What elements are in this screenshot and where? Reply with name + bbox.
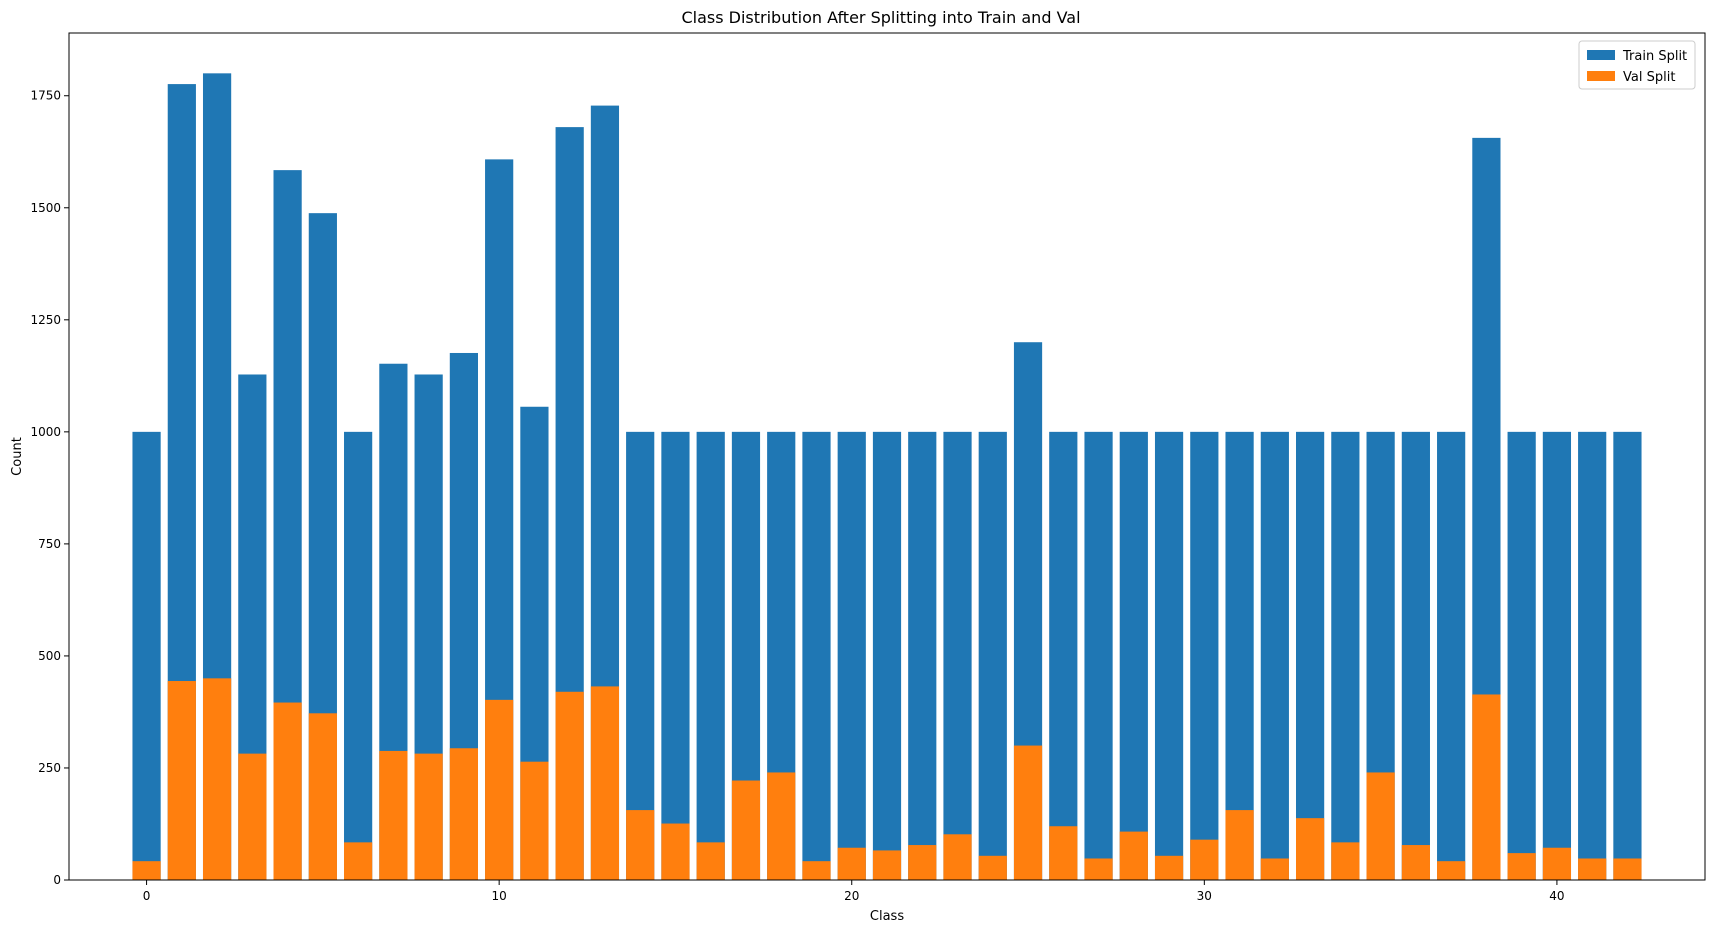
val-bars bbox=[132, 678, 1642, 880]
val-bar-41 bbox=[1578, 858, 1607, 880]
val-bar-7 bbox=[379, 750, 408, 880]
val-bar-3 bbox=[238, 753, 267, 880]
x-axis-ticks: 0 10 20 30 40 bbox=[143, 880, 1565, 903]
val-bar-32 bbox=[1260, 858, 1289, 880]
val-bar-29 bbox=[1154, 855, 1184, 880]
val-bar-6 bbox=[344, 842, 373, 880]
legend-label-train: Train Split bbox=[1622, 49, 1687, 64]
y-axis-label: Count bbox=[10, 437, 25, 476]
val-bar-33 bbox=[1296, 818, 1325, 880]
train-bar-22 bbox=[908, 431, 937, 880]
x-tick-label: 40 bbox=[1549, 889, 1564, 903]
train-bar-41 bbox=[1578, 431, 1607, 880]
chart-title: Class Distribution After Splitting into … bbox=[681, 8, 1080, 27]
train-bar-33 bbox=[1296, 431, 1325, 880]
train-bars bbox=[132, 73, 1642, 881]
val-bar-20 bbox=[837, 847, 866, 880]
val-bar-30 bbox=[1190, 839, 1219, 880]
x-tick-label: 30 bbox=[1197, 889, 1212, 903]
plot-frame bbox=[68, 32, 1706, 881]
val-bar-37 bbox=[1437, 861, 1466, 880]
legend-swatch-val bbox=[1587, 71, 1615, 81]
y-tick-label: 750 bbox=[38, 537, 61, 551]
val-bar-27 bbox=[1084, 858, 1113, 880]
val-bar-25 bbox=[1013, 745, 1043, 880]
legend: Train Split Val Split bbox=[1578, 40, 1696, 90]
val-bar-4 bbox=[273, 702, 302, 880]
val-bar-16 bbox=[696, 842, 725, 880]
y-tick-label: 250 bbox=[38, 761, 61, 775]
train-bar-36 bbox=[1401, 431, 1430, 880]
val-bar-12 bbox=[555, 691, 584, 880]
train-bar-34 bbox=[1331, 431, 1360, 880]
x-axis-label: Class bbox=[870, 909, 904, 924]
val-bar-18 bbox=[767, 772, 796, 880]
val-bar-21 bbox=[872, 850, 902, 880]
train-bar-0 bbox=[132, 431, 161, 880]
train-bar-20 bbox=[837, 431, 866, 880]
val-bar-1 bbox=[167, 681, 196, 880]
train-bar-15 bbox=[661, 431, 690, 880]
y-tick-label: 1250 bbox=[30, 313, 61, 327]
legend-label-val: Val Split bbox=[1623, 70, 1675, 85]
val-bar-34 bbox=[1331, 842, 1360, 880]
val-bar-42 bbox=[1613, 858, 1642, 880]
train-bar-24 bbox=[978, 431, 1007, 880]
train-bar-23 bbox=[943, 431, 972, 880]
val-bar-15 bbox=[661, 823, 690, 880]
val-bar-2 bbox=[202, 678, 232, 880]
val-bar-23 bbox=[943, 834, 972, 880]
val-bar-31 bbox=[1225, 810, 1254, 880]
val-bar-14 bbox=[626, 810, 655, 880]
train-bar-30 bbox=[1190, 431, 1219, 880]
train-bar-16 bbox=[696, 431, 725, 880]
val-bar-28 bbox=[1119, 831, 1148, 880]
train-bar-29 bbox=[1154, 431, 1184, 880]
y-axis-ticks: 0 250 500 750 1000 1250 1500 1750 bbox=[30, 89, 69, 887]
y-tick-label: 1500 bbox=[30, 201, 61, 215]
val-bar-38 bbox=[1472, 694, 1501, 880]
val-bar-17 bbox=[731, 780, 761, 880]
y-tick-label: 500 bbox=[38, 649, 61, 663]
y-tick-label: 0 bbox=[53, 873, 61, 887]
train-bar-42 bbox=[1613, 431, 1642, 880]
val-bar-36 bbox=[1401, 845, 1430, 880]
val-bar-24 bbox=[978, 855, 1007, 880]
val-bar-26 bbox=[1049, 826, 1078, 880]
train-bar-21 bbox=[872, 431, 902, 880]
val-bar-5 bbox=[308, 713, 337, 880]
val-bar-13 bbox=[590, 686, 620, 880]
val-bar-10 bbox=[485, 699, 514, 880]
train-bar-40 bbox=[1542, 431, 1572, 880]
train-bar-14 bbox=[626, 431, 655, 880]
train-bar-32 bbox=[1260, 431, 1289, 880]
val-bar-9 bbox=[449, 748, 478, 880]
train-bar-28 bbox=[1119, 431, 1148, 880]
x-tick-label: 20 bbox=[844, 889, 859, 903]
val-bar-0 bbox=[132, 861, 161, 880]
train-bar-27 bbox=[1084, 431, 1113, 880]
val-bar-22 bbox=[908, 845, 937, 880]
x-tick-label: 10 bbox=[492, 889, 507, 903]
train-bar-6 bbox=[344, 431, 373, 880]
legend-swatch-train bbox=[1587, 50, 1615, 60]
train-bar-26 bbox=[1049, 431, 1078, 880]
y-tick-label: 1750 bbox=[30, 89, 61, 103]
train-bar-39 bbox=[1507, 431, 1536, 880]
val-bar-8 bbox=[414, 753, 443, 880]
y-tick-label: 1000 bbox=[30, 425, 61, 439]
val-bar-19 bbox=[802, 861, 831, 880]
train-bar-31 bbox=[1225, 431, 1254, 880]
train-bar-37 bbox=[1437, 431, 1466, 880]
train-bar-19 bbox=[802, 431, 831, 880]
x-tick-label: 0 bbox=[143, 889, 151, 903]
val-bar-40 bbox=[1542, 847, 1572, 880]
val-bar-35 bbox=[1366, 772, 1395, 880]
val-bar-39 bbox=[1507, 853, 1536, 880]
val-bar-11 bbox=[520, 761, 549, 880]
